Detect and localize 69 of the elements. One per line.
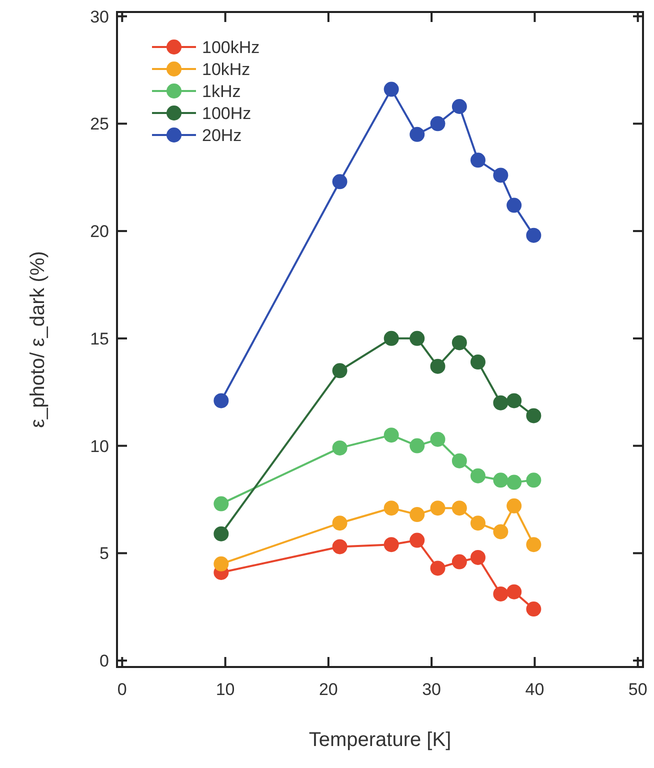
point: [470, 550, 486, 565]
point: [214, 556, 229, 572]
point: [410, 507, 425, 522]
point: [332, 516, 348, 531]
point: [410, 330, 425, 346]
point: [506, 198, 522, 213]
point: [470, 152, 486, 168]
point: [410, 126, 425, 142]
y-tick-label: 25: [90, 114, 109, 134]
point: [526, 472, 542, 488]
point: [506, 498, 522, 514]
legend-label: 100Hz: [202, 104, 252, 123]
point: [430, 500, 446, 516]
point: [493, 472, 508, 488]
y-tick-label: 10: [90, 436, 109, 456]
point: [526, 408, 542, 424]
x-tick-label: 50: [628, 680, 648, 699]
legend-label: 100kHz: [202, 38, 260, 57]
point: [430, 432, 446, 447]
x-tick-label: 40: [525, 680, 544, 699]
point: [332, 174, 348, 190]
point: [452, 453, 467, 468]
point: [384, 537, 399, 552]
point: [430, 358, 446, 374]
point: [470, 354, 486, 370]
x-tick-label: 30: [422, 680, 442, 699]
y-tick-label: 0: [100, 652, 109, 671]
y-tick-label: 15: [90, 329, 109, 348]
y-tick-label: 20: [90, 222, 109, 242]
y-tick-label: 30: [90, 7, 109, 26]
point: [452, 335, 467, 350]
point: [332, 539, 348, 554]
point: [452, 98, 467, 114]
point: [384, 428, 399, 443]
point: [526, 602, 542, 617]
legend-label: 20Hz: [202, 126, 242, 145]
point: [430, 116, 446, 132]
point: [410, 438, 425, 454]
point: [430, 560, 446, 576]
point: [332, 440, 348, 456]
point: [470, 516, 486, 531]
x-tick-label: 10: [216, 680, 235, 699]
point: [452, 554, 467, 570]
point: [384, 82, 399, 97]
y-axis-title: ε_photo/ ε_dark (%): [27, 251, 49, 428]
point: [214, 496, 229, 512]
point: [410, 532, 425, 548]
point: [384, 500, 399, 516]
point: [526, 537, 542, 552]
point: [506, 584, 522, 600]
x-tick-label: 20: [318, 680, 338, 699]
point: [470, 468, 486, 484]
point: [493, 395, 508, 410]
legend-label: 1kHz: [202, 82, 241, 101]
point: [506, 474, 522, 490]
x-axis-title: Temperature [K]: [308, 729, 452, 751]
point: [332, 363, 348, 378]
y-tick-label: 5: [100, 544, 109, 564]
point: [526, 228, 542, 243]
point: [214, 526, 229, 542]
point: [493, 586, 508, 602]
legend-label: 10kHz: [202, 60, 250, 79]
x-tick-label: 0: [117, 680, 127, 699]
point: [506, 393, 522, 408]
point: [493, 168, 508, 183]
point: [384, 330, 399, 346]
point: [452, 500, 467, 516]
point: [214, 393, 229, 408]
point: [493, 524, 508, 540]
